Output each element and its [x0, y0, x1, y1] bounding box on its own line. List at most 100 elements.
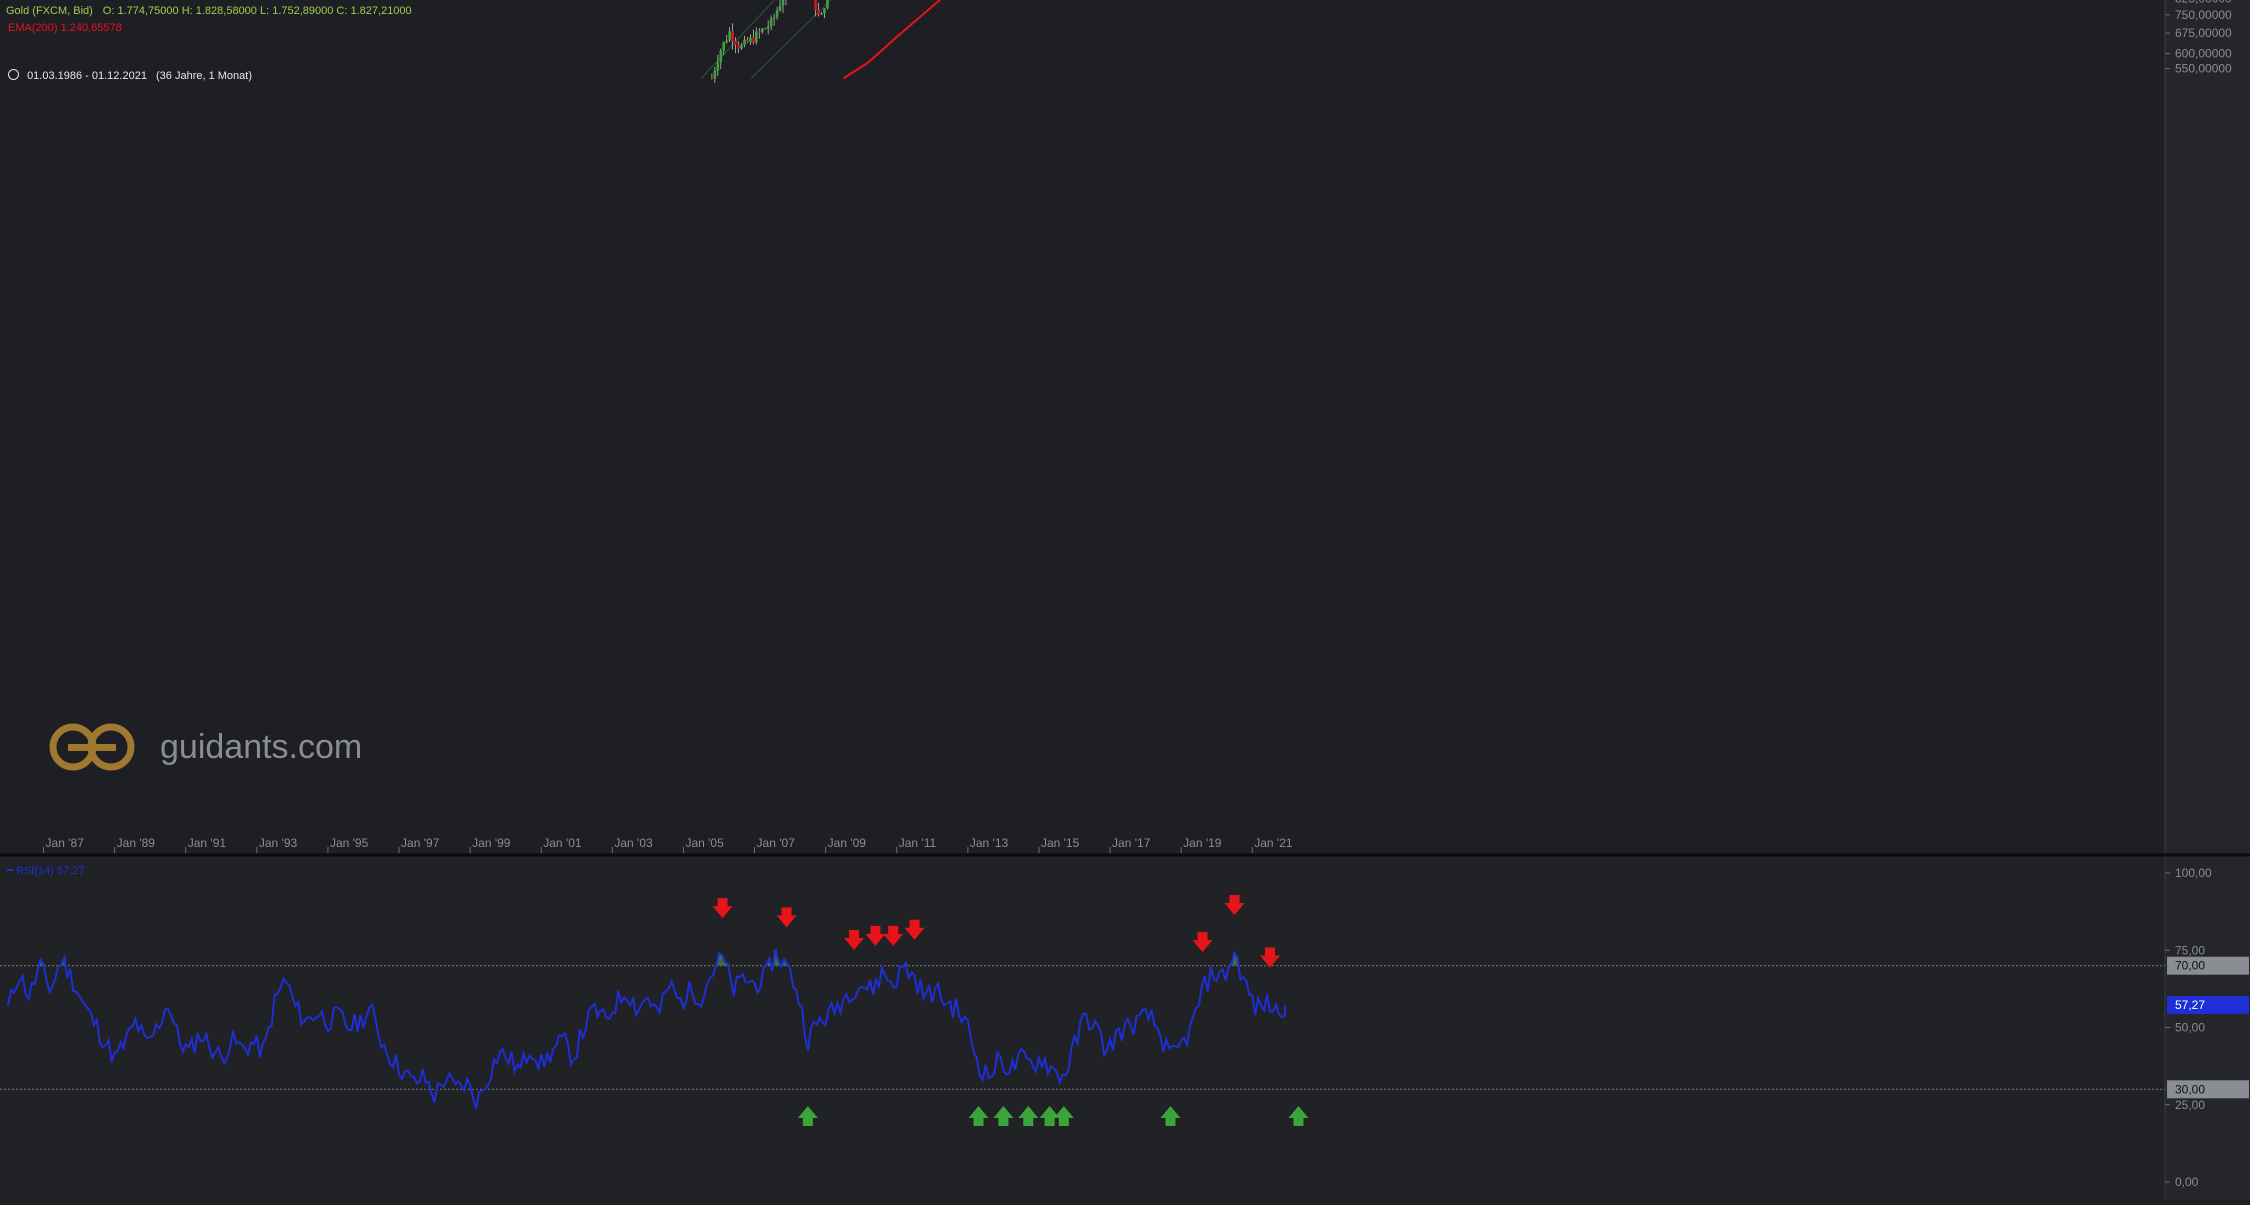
price-tick-label: 550,00000 [2175, 62, 2232, 76]
trend-line [750, 0, 832, 79]
x-tick-label: Jan '13 [970, 836, 1009, 850]
rsi-current-label: 57,27 [2175, 998, 2205, 1012]
ema-line [842, 0, 942, 80]
sell-arrow-icon [865, 925, 886, 946]
candle-body [728, 31, 731, 41]
x-tick-label: Jan '17 [1112, 836, 1151, 850]
rsi-level-badge [2167, 1080, 2249, 1099]
brand-logo: guidants.com [48, 722, 362, 772]
candle-body [826, 0, 829, 9]
date-range-note: (36 Jahre, 1 Monat) [156, 70, 253, 82]
sell-arrow-icon [1192, 932, 1213, 953]
candle-body [757, 31, 761, 33]
date-range-label: 01.03.1986 - 01.12.2021 [27, 70, 147, 82]
x-tick-label: Jan '99 [472, 836, 511, 850]
candle-body [749, 37, 752, 42]
candle-body [743, 39, 746, 46]
logo-text: guidants.com [160, 727, 363, 766]
candle-body [823, 8, 826, 14]
buy-arrow-icon [797, 1106, 818, 1127]
candle-body [781, 0, 785, 6]
sell-arrow-icon [844, 930, 865, 951]
candle-body [772, 17, 776, 19]
sell-arrow-icon [1224, 894, 1245, 915]
candle-body [725, 40, 729, 43]
sell-arrow-icon [712, 898, 733, 919]
legend-price: Gold (FXCM, Bid) O: 1.774,75000 H: 1.828… [6, 5, 412, 17]
x-tick-label: Jan '19 [1183, 836, 1222, 850]
rsi-panel-bg [0, 857, 2165, 1200]
x-tick-label: Jan '89 [117, 836, 156, 850]
x-tick-label: Jan '97 [401, 836, 440, 850]
rsi-tick-label: 25,00 [2175, 1098, 2205, 1112]
date-range: 01.03.1986 - 01.12.2021 (36 Jahre, 1 Mon… [8, 69, 252, 82]
candle-body [719, 50, 723, 63]
candle-body [716, 62, 720, 71]
candle-body [820, 13, 823, 15]
candle-body [713, 70, 717, 79]
x-tick-label: Jan '07 [757, 836, 796, 850]
buy-arrow-icon [1039, 1106, 1060, 1127]
sell-arrow-icon [1260, 947, 1281, 968]
buy-arrow-icon [1160, 1106, 1181, 1127]
candle-body [722, 42, 726, 51]
candle-body [755, 31, 758, 43]
sell-arrow-icon [883, 925, 904, 946]
candle-body [746, 39, 749, 42]
buy-arrow-icon [1053, 1106, 1074, 1127]
sell-arrow-icon [776, 907, 797, 928]
rsi-tick-label: 100,00 [2175, 866, 2212, 880]
rsi-level-label: 30,00 [2175, 1082, 2205, 1096]
ohlc-label: O: 1.774,75000 H: 1.828,58000 L: 1.752,8… [102, 5, 412, 17]
candle-body [814, 0, 817, 11]
guidants-logo-icon [49, 723, 135, 771]
x-tick-label: Jan '87 [46, 836, 85, 850]
candle-body [760, 28, 764, 32]
x-tick-label: Jan '15 [1041, 836, 1080, 850]
candle-body [775, 10, 779, 18]
candle-body [763, 28, 767, 30]
price-tick-label: 600,00000 [2175, 47, 2232, 61]
rsi-level-label: 70,00 [2175, 959, 2205, 973]
x-tick-label: Jan '93 [259, 836, 298, 850]
buy-arrow-icon [1288, 1106, 1309, 1127]
rsi-tick-label: 50,00 [2175, 1021, 2205, 1035]
x-tick-label: Jan '03 [614, 836, 653, 850]
sell-arrow-icon [904, 919, 925, 940]
main-plot: 34alt.aalt.balt.1alt.2alt.calt.455354512… [700, 0, 942, 83]
candle-body [737, 44, 740, 49]
ema-label: EMA(200) 1.240,65578 [8, 22, 122, 34]
buy-arrow-icon [993, 1106, 1014, 1127]
candle-body [740, 45, 743, 49]
buy-arrow-icon [1018, 1106, 1039, 1127]
buy-arrow-icon [968, 1106, 989, 1127]
x-tick-label: Jan '95 [330, 836, 369, 850]
price-tick-label: 675,00000 [2175, 26, 2232, 40]
rsi-title: RSI(14) 57,27 [16, 865, 84, 877]
candle-body [769, 18, 773, 27]
x-tick-label: Jan '91 [188, 836, 227, 850]
rsi-line [7, 949, 1286, 1109]
trend-line [700, 0, 776, 79]
candle-body [731, 31, 734, 42]
rsi-tick-label: 0,00 [2175, 1175, 2199, 1189]
legend-ema: EMA(200) 1.240,65578 [8, 22, 122, 34]
symbol-label: Gold (FXCM, Bid) [6, 5, 93, 17]
x-tick-label: Jan '01 [543, 836, 582, 850]
candle-body [778, 5, 782, 11]
x-tick-label: Jan '09 [828, 836, 867, 850]
candle-body [734, 41, 737, 45]
clock-icon [8, 69, 19, 80]
rsi-current-badge [2167, 996, 2249, 1015]
candle-body [752, 37, 755, 43]
price-tick-label: 750,00000 [2175, 8, 2232, 22]
x-tick-label: Jan '05 [685, 836, 724, 850]
rsi-tick-label: 75,00 [2175, 943, 2205, 957]
candle-body [817, 10, 820, 15]
x-tick-label: Jan '11 [899, 836, 937, 850]
price-tick-label: 825,00000 [2175, 0, 2232, 5]
x-tick-label: Jan '21 [1254, 836, 1293, 850]
rsi-level-badge [2167, 956, 2249, 975]
